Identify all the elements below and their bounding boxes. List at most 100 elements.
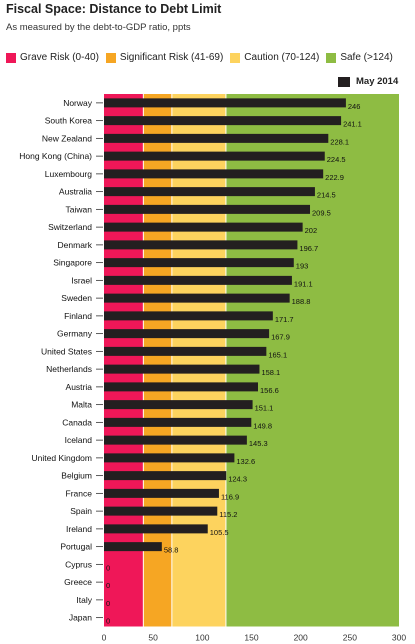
series-legend-label: May 2014 <box>356 76 399 87</box>
zone-swatch-caution <box>230 52 241 63</box>
bar <box>104 275 292 285</box>
category-label: Finland <box>64 311 92 321</box>
zone-band-1 <box>143 94 172 627</box>
bar <box>104 329 270 339</box>
data-label: 0 <box>106 599 110 608</box>
category-label: Denmark <box>58 240 93 250</box>
category-label: Portugal <box>60 542 92 552</box>
bar <box>104 116 342 126</box>
bar <box>104 364 260 374</box>
category-label: Singapore <box>53 258 92 268</box>
category-label: Canada <box>62 417 92 427</box>
category-label: Spain <box>70 506 92 516</box>
category-label: Iceland <box>65 435 93 445</box>
data-label: 196.7 <box>299 244 318 253</box>
zone-label-caution: Caution (70-124) <box>244 52 320 63</box>
bar <box>104 453 235 463</box>
zone-label-safe: Safe (>124) <box>340 52 393 63</box>
zone-legend-item-significant: Significant Risk (41-69) <box>105 52 224 63</box>
bar <box>104 133 329 143</box>
bar <box>104 400 253 410</box>
category-label: Italy <box>76 595 92 605</box>
bar <box>104 382 258 392</box>
category-label: Cyprus <box>65 559 92 569</box>
data-label: 165.1 <box>268 350 287 359</box>
category-label: Ireland <box>66 524 92 534</box>
category-label: United States <box>41 346 92 356</box>
data-label: 188.8 <box>292 297 311 306</box>
data-label: 228.1 <box>330 137 349 146</box>
category-label: Belgium <box>61 471 92 481</box>
chart-title: Fiscal Space: Distance to Debt Limit <box>6 2 222 16</box>
zone-legend: Grave Risk (0-40) Significant Risk (41-6… <box>6 52 400 63</box>
data-label: 156.6 <box>260 386 279 395</box>
bar <box>104 222 303 232</box>
bar <box>104 488 219 498</box>
data-label: 0 <box>106 617 110 626</box>
category-label: Hong Kong (China) <box>19 151 92 161</box>
category-label: Switzerland <box>48 222 92 232</box>
data-label: 214.5 <box>317 191 336 200</box>
series-swatch <box>338 76 350 87</box>
bar <box>104 187 315 197</box>
category-label: France <box>66 488 93 498</box>
zone-label-grave: Grave Risk (0-40) <box>20 52 99 63</box>
data-label: 132.6 <box>236 457 255 466</box>
data-label: 246 <box>348 102 361 111</box>
x-tick-label: 150 <box>244 633 258 643</box>
data-label: 149.8 <box>253 421 272 430</box>
x-tick-label: 200 <box>294 633 308 643</box>
data-label: 0 <box>106 581 110 590</box>
category-label: New Zealand <box>42 133 92 143</box>
bar <box>104 204 311 214</box>
category-label: Malta <box>71 400 92 410</box>
zone-legend-item-grave: Grave Risk (0-40) <box>6 52 99 63</box>
category-label: Australia <box>59 187 92 197</box>
category-label: Sweden <box>61 293 92 303</box>
category-label: United Kingdom <box>32 453 92 463</box>
data-label: 202 <box>305 226 318 235</box>
bar <box>104 240 298 250</box>
zone-swatch-grave <box>6 52 16 63</box>
category-label: Austria <box>66 382 93 392</box>
x-tick-label: 250 <box>343 633 357 643</box>
data-label: 224.5 <box>327 155 346 164</box>
zone-swatch-safe <box>326 52 337 63</box>
data-label: 193 <box>296 262 309 271</box>
zone-label-significant: Significant Risk (41-69) <box>119 52 224 63</box>
zone-legend-item-caution: Caution (70-124) <box>230 52 319 63</box>
category-label: Greece <box>64 577 92 587</box>
data-label: 124.3 <box>228 475 247 484</box>
data-label: 158.1 <box>261 368 280 377</box>
x-tick-label: 0 <box>102 633 107 643</box>
data-label: 191.1 <box>294 279 313 288</box>
data-label: 145.3 <box>249 439 268 448</box>
bar <box>104 471 227 481</box>
chart-subtitle: As measured by the debt-to-GDP ratio, pp… <box>6 22 191 33</box>
bar <box>104 542 162 552</box>
zone-band-0 <box>104 94 144 627</box>
bar <box>104 435 247 445</box>
category-label: Israel <box>71 275 92 285</box>
x-tick-label: 100 <box>195 633 209 643</box>
data-label: 222.9 <box>325 173 344 182</box>
data-label: 116.9 <box>221 492 239 501</box>
bar <box>104 506 218 516</box>
bar <box>104 98 346 108</box>
data-label: 167.9 <box>271 333 290 342</box>
data-label: 151.1 <box>255 404 274 413</box>
series-legend: May 2014 <box>338 76 398 87</box>
data-label: 0 <box>106 563 110 572</box>
category-label: Taiwan <box>66 204 93 214</box>
data-label: 105.5 <box>210 528 229 537</box>
zone-band-2 <box>171 94 226 627</box>
zone-band-3 <box>225 94 399 627</box>
category-label: Luxembourg <box>45 169 93 179</box>
data-label: 209.5 <box>312 208 331 217</box>
data-label: 115.2 <box>219 510 237 519</box>
category-label: South Korea <box>45 116 93 126</box>
bar <box>104 417 252 427</box>
bar <box>104 151 325 161</box>
x-tick-label: 50 <box>148 633 158 643</box>
